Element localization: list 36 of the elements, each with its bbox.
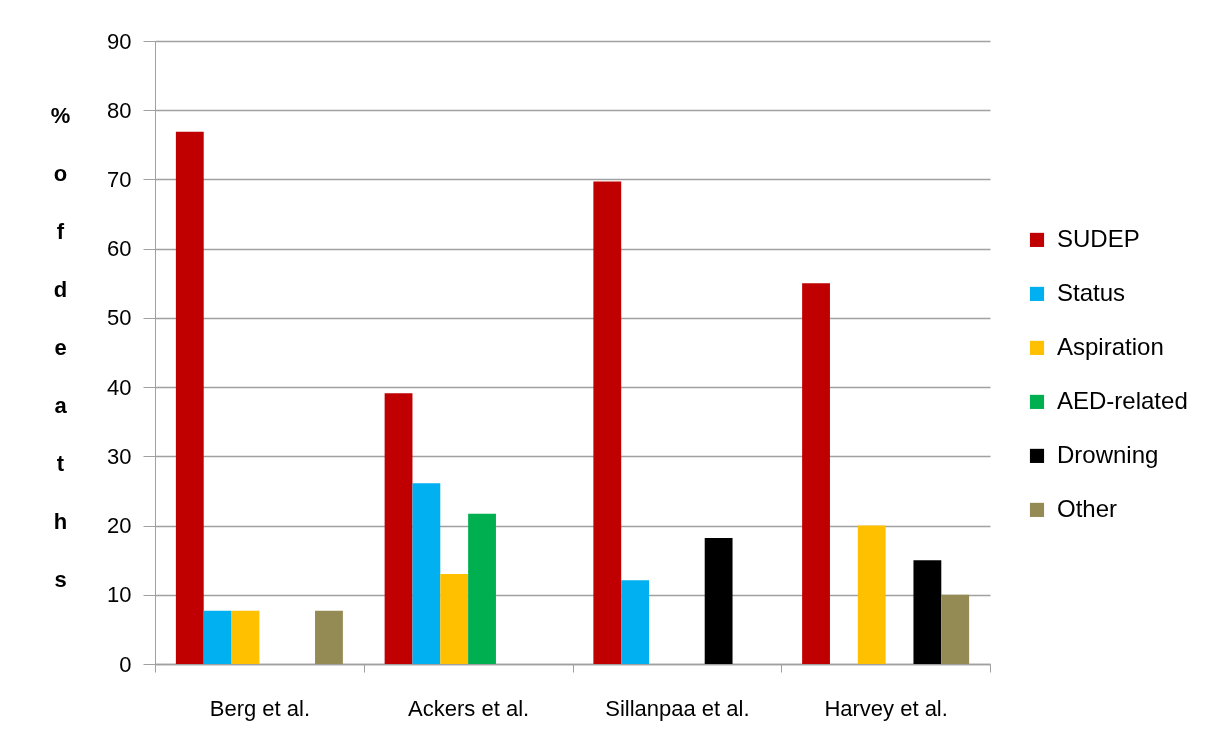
bar (468, 513, 496, 664)
bar (593, 181, 622, 664)
legend-label: SUDEP (1057, 224, 1140, 252)
bar (941, 594, 970, 664)
legend-label: Aspiration (1057, 332, 1164, 360)
bar (384, 393, 413, 664)
y-tick-label: 70 (107, 166, 132, 192)
legend-label: Other (1057, 494, 1118, 522)
y-tick-label: 30 (107, 443, 132, 469)
bar (913, 560, 942, 664)
bar (412, 483, 441, 664)
y-tick-label: 50 (107, 305, 132, 331)
bar (315, 610, 343, 664)
x-tick-label: Berg et al. (209, 695, 311, 721)
bar (802, 283, 830, 664)
y-tick-label: 0 (119, 651, 132, 677)
bar (231, 610, 260, 664)
bar (704, 538, 733, 664)
bar (621, 580, 650, 664)
bar (203, 610, 232, 664)
y-tick-label: 20 (107, 513, 132, 539)
bar (175, 131, 204, 664)
legend-label: AED-related (1057, 386, 1188, 414)
bar (857, 525, 886, 664)
y-tick-label: 80 (107, 97, 132, 123)
legend-label: Drowning (1057, 440, 1159, 468)
y-tick-label: 40 (107, 374, 132, 400)
x-tick-label: Harvey et al. (824, 695, 948, 721)
y-tick-label: 10 (107, 582, 132, 608)
bar (440, 574, 469, 664)
x-tick-label: Ackers et al. (408, 695, 530, 721)
text: % of deaths (50, 102, 71, 592)
y-tick-label: 60 (107, 236, 132, 262)
x-tick-label: Sillanpaa et al. (605, 695, 750, 721)
y-tick-label: 90 (107, 28, 132, 54)
legend-label: Status (1057, 278, 1126, 306)
